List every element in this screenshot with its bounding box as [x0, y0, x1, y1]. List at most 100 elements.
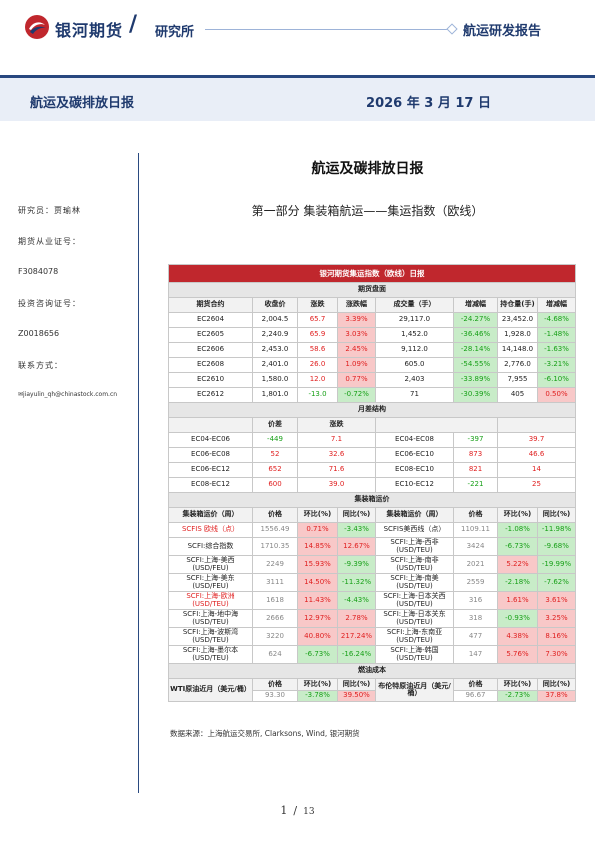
email-row[interactable]: ✉jiayulin_qh@chinastock.com.cn — [18, 391, 117, 398]
price-cell: 624 — [252, 645, 298, 664]
header-rule — [205, 29, 453, 30]
col-header: 涨跌 — [297, 417, 376, 433]
spread-change-cell: 46.6 — [497, 447, 576, 463]
page-number: 1 / 13 — [0, 804, 595, 817]
price-cell: 2666 — [252, 609, 298, 628]
col-header: 涨跌幅 — [337, 297, 376, 313]
spread-change-cell: 39.0 — [297, 477, 376, 493]
spread-value-cell: -449 — [252, 432, 298, 448]
spread-change-cell: 7.1 — [297, 432, 376, 448]
yoy-cell: -11.98% — [537, 522, 576, 538]
yoy-cell: -16.24% — [337, 645, 376, 664]
col-header: 环比(%) — [297, 678, 338, 691]
route-cell: SCFI:上海-南美(USD/TEU) — [375, 573, 454, 592]
spread-name-cell: EC06-EC12 — [168, 462, 253, 478]
wti-wow: -3.78% — [297, 690, 338, 702]
section-subtitle: 第一部分 集装箱航运——集运指数（欧线） — [251, 204, 484, 218]
change-cell: 65.9 — [297, 327, 338, 343]
price-cell: 1556.49 — [252, 522, 298, 538]
price-cell: 477 — [453, 627, 498, 646]
institute-name: 研究所 — [155, 25, 195, 40]
section-futures: 期货盘面 — [168, 282, 576, 298]
pct-cell: -0.72% — [337, 387, 376, 403]
route-cell: SCFI:上海-南非(USD/TEU) — [375, 555, 454, 574]
oi-cell: 7,955 — [497, 372, 538, 388]
fuel-header-row: WTI原油近月（美元/桶） 价格 环比(%) 同比(%) 布伦特原油近月（美元/… — [168, 678, 576, 702]
price-cell: 2559 — [453, 573, 498, 592]
close-cell: 1,580.0 — [252, 372, 298, 388]
pct-cell: 3.03% — [337, 327, 376, 343]
price-cell: 316 — [453, 591, 498, 610]
email-link[interactable]: jiayulin_qh@chinastock.com.cn — [23, 391, 118, 398]
table-row: EC04-EC06 -449 7.1 EC04-EC08 -397 39.7 — [168, 432, 576, 448]
oi-cell: 23,452.0 — [497, 312, 538, 328]
wti-label: WTI原油近月（美元/桶） — [168, 678, 253, 702]
spot-header-row: 集装箱运价（周） 价格 环比(%) 同比(%) 集装箱运价（周） 价格 环比(%… — [168, 507, 576, 523]
contract-cell: EC2606 — [168, 342, 253, 358]
route-cell: SCFI:上海-西非(USD/TEU) — [375, 537, 454, 556]
page-separator: / — [293, 804, 298, 817]
yoy-cell: 8.16% — [537, 627, 576, 646]
spread-name-cell: EC04-EC06 — [168, 432, 253, 448]
oi-chg-cell: -1.48% — [537, 327, 576, 343]
section-spot: 集装箱运价 — [168, 492, 576, 508]
table-row: EC2612 1,801.0 -13.0 -0.72% 71 -30.39% 4… — [168, 387, 576, 403]
table-row: SCFI:上海-地中海(USD/TEU) 2666 12.97% 2.78% S… — [168, 609, 576, 628]
table-row: SCFI:上海-波斯湾(USD/TEU) 3220 40.80% 217.24%… — [168, 627, 576, 646]
volume-cell: 9,112.0 — [375, 342, 454, 358]
change-cell: 26.0 — [297, 357, 338, 373]
route-cell: SCFI:上海-地中海(USD/TEU) — [168, 609, 253, 628]
change-cell: 12.0 — [297, 372, 338, 388]
yoy-cell: -4.43% — [337, 591, 376, 610]
route-cell: SCFI:上海-欧洲(USD/TEU) — [168, 591, 253, 610]
yoy-cell: 2.78% — [337, 609, 376, 628]
volume-chg-cell: -28.14% — [453, 342, 498, 358]
oi-cell: 2,776.0 — [497, 357, 538, 373]
spread-name-cell: EC10-EC12 — [375, 477, 454, 493]
route-cell: SCFI:上海-日本关东(USD/TEU) — [375, 609, 454, 628]
wow-cell: 1.61% — [497, 591, 538, 610]
yoy-cell: -9.39% — [337, 555, 376, 574]
route-cell: SCFI:上海-墨尔本(USD/TEU) — [168, 645, 253, 664]
contract-cell: EC2612 — [168, 387, 253, 403]
table-row: EC2610 1,580.0 12.0 0.77% 2,403 -33.89% … — [168, 372, 576, 388]
col-header: 成交量（手） — [375, 297, 454, 313]
yoy-cell: 3.61% — [537, 591, 576, 610]
col-header: 集装箱运价（周） — [168, 507, 253, 523]
col-header: 环比(%) — [497, 678, 538, 691]
spread-value-cell: 821 — [453, 462, 498, 478]
col-header: 收盘价 — [252, 297, 298, 313]
spread-name-cell: EC06-EC08 — [168, 447, 253, 463]
company-name: 银河期货 — [55, 21, 124, 40]
table-row: SCFI:上海-墨尔本(USD/TEU) 624 -6.73% -16.24% … — [168, 645, 576, 664]
yoy-cell: 7.30% — [537, 645, 576, 664]
table-row: EC06-EC12 652 71.6 EC08-EC10 821 14 — [168, 462, 576, 478]
col-header: 同比(%) — [337, 507, 376, 523]
price-cell: 1710.35 — [252, 537, 298, 556]
change-cell: -13.0 — [297, 387, 338, 403]
wow-cell: 0.71% — [297, 522, 338, 538]
price-cell: 3111 — [252, 573, 298, 592]
yoy-cell: 12.67% — [337, 537, 376, 556]
table-row: EC2608 2,401.0 26.0 1.09% 605.0 -54.55% … — [168, 357, 576, 373]
spread-value-cell: 873 — [453, 447, 498, 463]
section-spread: 月差结构 — [168, 402, 576, 418]
route-cell: SCFI:综合指数 — [168, 537, 253, 556]
table-row: EC2605 2,240.9 65.9 3.03% 1,452.0 -36.46… — [168, 327, 576, 343]
spread-name-cell: EC04-EC08 — [375, 432, 454, 448]
brent-wow: -2.73% — [497, 690, 538, 702]
yoy-cell: -9.68% — [537, 537, 576, 556]
wow-cell: 15.93% — [297, 555, 338, 574]
col-header: 集装箱运价（周） — [375, 507, 454, 523]
fuel-value-row: 93.30 -3.78% 39.50% 96.67 -2.73% 37.8% — [169, 690, 576, 702]
pct-cell: 3.39% — [337, 312, 376, 328]
col-header: 涨跌 — [297, 297, 338, 313]
wow-cell: 14.50% — [297, 573, 338, 592]
yoy-cell: -7.62% — [537, 573, 576, 592]
wow-cell: 12.97% — [297, 609, 338, 628]
oi-chg-cell: 0.50% — [537, 387, 576, 403]
volume-chg-cell: -33.89% — [453, 372, 498, 388]
route-cell: SCFI:上海-韩国(USD/TEU) — [375, 645, 454, 664]
brent-price: 96.67 — [453, 690, 498, 702]
spread-value-cell: 652 — [252, 462, 298, 478]
